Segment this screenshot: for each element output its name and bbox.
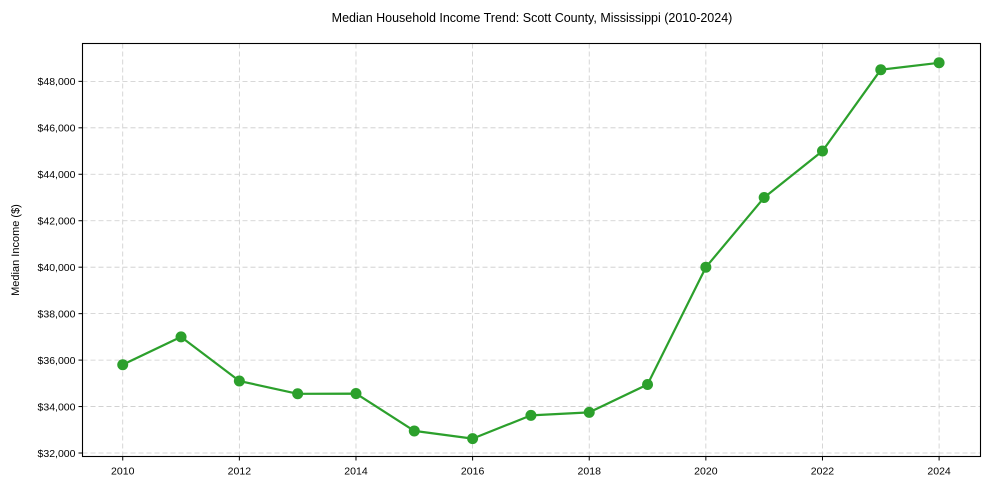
y-tick-label: $32,000 <box>38 448 76 460</box>
y-tick-label: $38,000 <box>38 308 76 320</box>
x-tick-label: 2018 <box>578 466 602 478</box>
y-tick-label: $44,000 <box>38 169 76 181</box>
y-tick-label: $46,000 <box>38 123 76 135</box>
data-point-marker <box>875 64 887 76</box>
y-tick-label: $40,000 <box>38 262 76 274</box>
data-point-marker <box>117 359 129 371</box>
y-tick-label: $36,000 <box>38 355 76 367</box>
data-point-marker <box>700 261 712 273</box>
data-point-marker <box>350 388 362 400</box>
data-point-marker <box>292 388 304 400</box>
data-point-marker <box>933 57 945 69</box>
grid-lines <box>82 43 981 457</box>
chart-title: Median Household Income Trend: Scott Cou… <box>332 11 733 25</box>
x-tick-label: 2016 <box>461 466 485 478</box>
data-point-marker <box>642 378 654 390</box>
data-point-marker <box>408 425 420 437</box>
x-tick-label: 2020 <box>694 466 718 478</box>
series-line <box>122 61 940 440</box>
y-tick-label: $42,000 <box>38 216 76 228</box>
y-axis-label: Median Income ($) <box>10 204 22 296</box>
data-point-marker <box>175 331 187 343</box>
x-tick-label: 2022 <box>811 466 835 478</box>
data-point-marker <box>467 433 479 445</box>
x-tick-label: 2010 <box>111 466 135 478</box>
y-tick-label: $34,000 <box>38 401 76 413</box>
x-tick-label: 2012 <box>228 466 252 478</box>
x-tick-label: 2024 <box>927 466 951 478</box>
y-axis: $32,000 $34,000 $36,000 $38,000 $40,000 $42,0… <box>38 76 83 460</box>
data-point-marker <box>525 409 537 421</box>
data-point-marker <box>816 145 828 157</box>
data-point-marker <box>758 192 770 204</box>
y-tick-label: $48,000 <box>38 76 76 88</box>
x-tick-label: 2014 <box>344 466 368 478</box>
plot-frame <box>81 42 982 458</box>
x-axis: 2010 2012 2014 2016 2018 2020 2022 2024 <box>111 456 951 478</box>
data-point-marker <box>233 375 245 387</box>
data-series <box>117 57 945 445</box>
data-point-marker <box>583 406 595 418</box>
